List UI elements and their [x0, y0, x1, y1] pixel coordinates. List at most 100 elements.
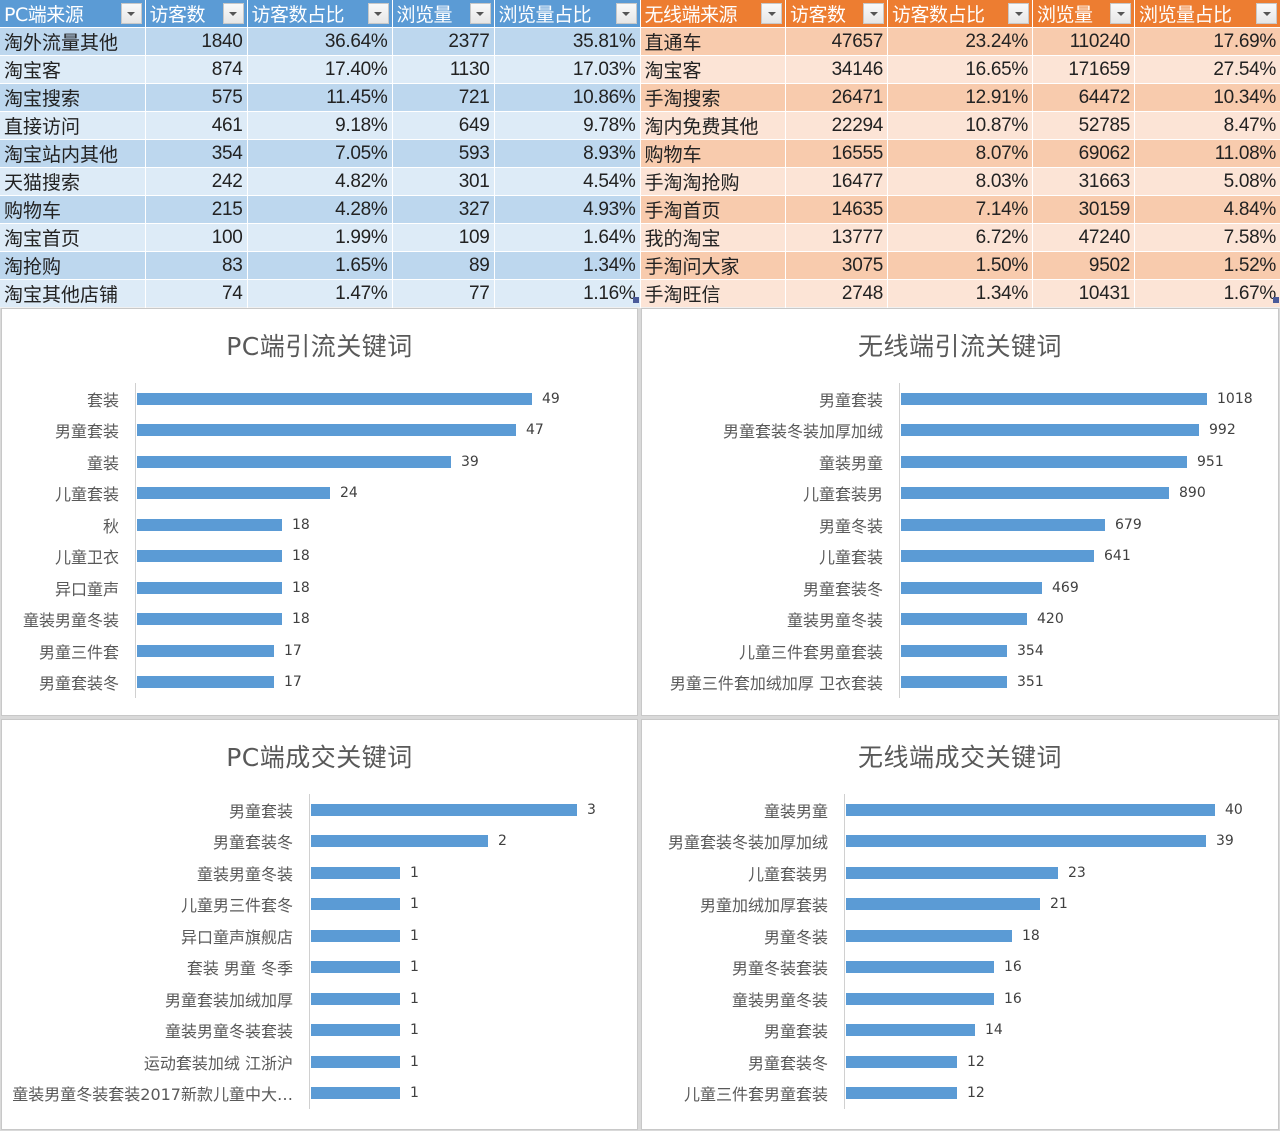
- value-cell[interactable]: 31663: [1032, 167, 1135, 197]
- value-cell[interactable]: 5.08%: [1134, 167, 1280, 197]
- bar[interactable]: [846, 1024, 975, 1037]
- bar[interactable]: [901, 581, 1042, 594]
- value-cell[interactable]: 215: [145, 195, 248, 225]
- bar[interactable]: [901, 424, 1199, 437]
- value-cell[interactable]: 47240: [1032, 223, 1135, 253]
- value-cell[interactable]: 10.87%: [887, 111, 1033, 141]
- bar[interactable]: [901, 392, 1207, 405]
- bar[interactable]: [311, 992, 400, 1005]
- value-cell[interactable]: 83: [145, 251, 248, 281]
- source-name-cell[interactable]: 手淘问大家: [640, 251, 786, 281]
- value-cell[interactable]: 47657: [785, 27, 888, 57]
- filter-dropdown-button[interactable]: [1008, 3, 1029, 24]
- value-cell[interactable]: 10.34%: [1134, 83, 1280, 113]
- source-name-cell[interactable]: 天猫搜索: [0, 167, 146, 197]
- value-cell[interactable]: 649: [392, 111, 495, 141]
- bar[interactable]: [846, 961, 994, 974]
- value-cell[interactable]: 109: [392, 223, 495, 253]
- value-cell[interactable]: 89: [392, 251, 495, 281]
- value-cell[interactable]: 1.16%: [494, 279, 641, 309]
- value-cell[interactable]: 8.47%: [1134, 111, 1280, 141]
- value-cell[interactable]: 16.65%: [887, 55, 1033, 85]
- value-cell[interactable]: 27.54%: [1134, 55, 1280, 85]
- bar[interactable]: [846, 1087, 957, 1100]
- value-cell[interactable]: 3075: [785, 251, 888, 281]
- value-cell[interactable]: 327: [392, 195, 495, 225]
- bar[interactable]: [311, 961, 400, 974]
- source-name-cell[interactable]: 购物车: [640, 139, 786, 169]
- filter-dropdown-button[interactable]: [222, 3, 244, 24]
- value-cell[interactable]: 1130: [392, 55, 495, 85]
- value-cell[interactable]: 242: [145, 167, 248, 197]
- bar[interactable]: [137, 424, 516, 437]
- chart-pc-deal-keywords[interactable]: PC端成交关键词 男童套装 3 男童套装冬 2 童装男童冬装 1 儿童男三件套冬 1 异口童声旗…: [1, 719, 638, 1130]
- value-cell[interactable]: 1.47%: [247, 279, 393, 309]
- bar[interactable]: [901, 518, 1105, 531]
- value-cell[interactable]: 17.40%: [247, 55, 393, 85]
- pc-table-resize-handle[interactable]: [633, 297, 639, 303]
- value-cell[interactable]: 9.78%: [494, 111, 641, 141]
- bar[interactable]: [846, 1055, 957, 1068]
- source-name-cell[interactable]: 手淘淘抢购: [640, 167, 786, 197]
- mobile-table-resize-handle[interactable]: [1273, 297, 1279, 303]
- source-name-cell[interactable]: 淘宝客: [0, 55, 146, 85]
- filter-dropdown-button[interactable]: [367, 3, 389, 24]
- value-cell[interactable]: 12.91%: [887, 83, 1033, 113]
- value-cell[interactable]: 575: [145, 83, 248, 113]
- value-cell[interactable]: 1.67%: [1134, 279, 1280, 309]
- value-cell[interactable]: 2748: [785, 279, 888, 309]
- value-cell[interactable]: 52785: [1032, 111, 1135, 141]
- source-name-cell[interactable]: 淘宝首页: [0, 223, 146, 253]
- bar[interactable]: [311, 1024, 400, 1037]
- bar[interactable]: [901, 613, 1027, 626]
- bar[interactable]: [311, 898, 400, 911]
- source-name-cell[interactable]: 淘宝客: [640, 55, 786, 85]
- value-cell[interactable]: 7.58%: [1134, 223, 1280, 253]
- value-cell[interactable]: 14635: [785, 195, 888, 225]
- value-cell[interactable]: 4.93%: [494, 195, 641, 225]
- value-cell[interactable]: 874: [145, 55, 248, 85]
- value-cell[interactable]: 721: [392, 83, 495, 113]
- bar[interactable]: [137, 518, 282, 531]
- source-name-cell[interactable]: 淘宝搜索: [0, 83, 146, 113]
- value-cell[interactable]: 461: [145, 111, 248, 141]
- value-cell[interactable]: 35.81%: [494, 27, 641, 57]
- source-name-cell[interactable]: 手淘旺信: [640, 279, 786, 309]
- value-cell[interactable]: 4.28%: [247, 195, 393, 225]
- source-name-cell[interactable]: 淘外流量其他: [0, 27, 146, 57]
- value-cell[interactable]: 77: [392, 279, 495, 309]
- bar[interactable]: [311, 1087, 400, 1100]
- bar[interactable]: [901, 676, 1007, 689]
- value-cell[interactable]: 100: [145, 223, 248, 253]
- value-cell[interactable]: 1.52%: [1134, 251, 1280, 281]
- value-cell[interactable]: 1.99%: [247, 223, 393, 253]
- source-name-cell[interactable]: 淘抢购: [0, 251, 146, 281]
- source-name-cell[interactable]: 我的淘宝: [640, 223, 786, 253]
- value-cell[interactable]: 22294: [785, 111, 888, 141]
- value-cell[interactable]: 30159: [1032, 195, 1135, 225]
- value-cell[interactable]: 6.72%: [887, 223, 1033, 253]
- value-cell[interactable]: 17.69%: [1134, 27, 1280, 57]
- value-cell[interactable]: 36.64%: [247, 27, 393, 57]
- bar[interactable]: [137, 455, 451, 468]
- value-cell[interactable]: 8.07%: [887, 139, 1033, 169]
- bar[interactable]: [846, 992, 994, 1005]
- value-cell[interactable]: 9.18%: [247, 111, 393, 141]
- filter-dropdown-button[interactable]: [615, 3, 637, 24]
- source-name-cell[interactable]: 淘宝其他店铺: [0, 279, 146, 309]
- bar[interactable]: [846, 803, 1215, 816]
- bar[interactable]: [137, 487, 330, 500]
- value-cell[interactable]: 1.34%: [494, 251, 641, 281]
- value-cell[interactable]: 1.65%: [247, 251, 393, 281]
- value-cell[interactable]: 34146: [785, 55, 888, 85]
- value-cell[interactable]: 16477: [785, 167, 888, 197]
- value-cell[interactable]: 13777: [785, 223, 888, 253]
- value-cell[interactable]: 171659: [1032, 55, 1135, 85]
- source-name-cell[interactable]: 淘内免费其他: [640, 111, 786, 141]
- source-name-cell[interactable]: 直通车: [640, 27, 786, 57]
- value-cell[interactable]: 1.64%: [494, 223, 641, 253]
- source-name-cell[interactable]: 手淘首页: [640, 195, 786, 225]
- filter-dropdown-button[interactable]: [761, 3, 782, 24]
- value-cell[interactable]: 7.14%: [887, 195, 1033, 225]
- value-cell[interactable]: 301: [392, 167, 495, 197]
